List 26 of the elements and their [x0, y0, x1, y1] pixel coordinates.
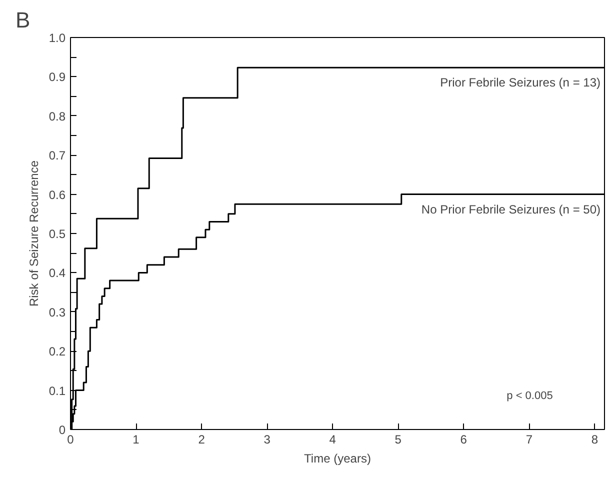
- y-tick-label: 0.9: [48, 70, 66, 84]
- x-tick-label: 8: [591, 432, 598, 446]
- x-tick-label: 0: [67, 432, 74, 446]
- x-tick-label: 1: [132, 432, 140, 446]
- y-tick-label: 0.6: [48, 188, 66, 202]
- y-tick-label: 0.3: [48, 305, 66, 320]
- x-tick-label: 6: [460, 432, 468, 446]
- y-tick-label: 0.5: [48, 227, 66, 241]
- y-tick-label: 0.1: [48, 384, 66, 398]
- x-tick-label: 5: [394, 432, 402, 446]
- chart-title: B: [16, 8, 30, 32]
- y-tick-label: 0.4: [48, 266, 66, 280]
- y-tick-label: 0.8: [48, 109, 66, 124]
- y-axis-title: Risk of Seizure Recurrence: [26, 160, 41, 307]
- x-tick-label: 3: [264, 432, 271, 446]
- y-tick-label: 0.7: [48, 148, 66, 163]
- series-label: No Prior Febrile Seizures (n = 50): [421, 202, 601, 216]
- x-tick-label: 4: [329, 432, 336, 446]
- y-tick-label: 0.2: [48, 344, 66, 359]
- series-label: Prior Febrile Seizures (n = 13): [440, 76, 601, 90]
- y-tick-label: 1.0: [48, 31, 66, 45]
- x-tick-label: 7: [526, 432, 533, 446]
- x-tick-label: 2: [198, 432, 206, 446]
- y-tick-label: 0: [58, 423, 66, 437]
- x-axis-title: Time (years): [304, 452, 371, 466]
- annotation: p < 0.005: [506, 390, 553, 402]
